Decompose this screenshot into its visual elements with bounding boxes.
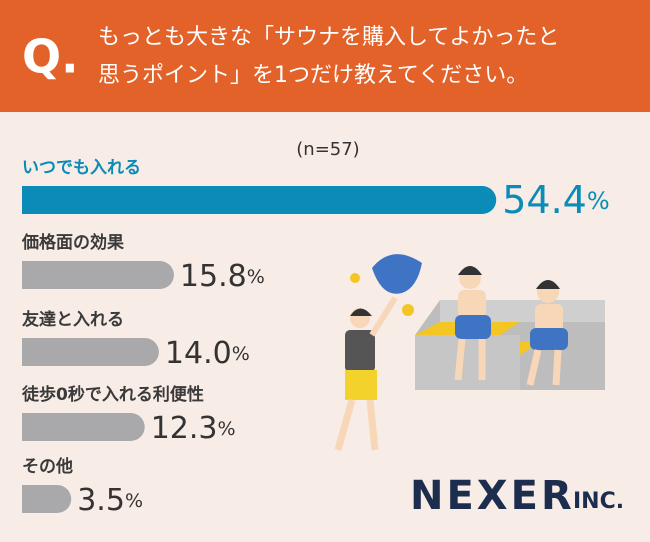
- logo-suffix: INC.: [573, 489, 624, 514]
- sample-size: (n=57): [296, 139, 359, 160]
- bar: [22, 485, 72, 513]
- q-mark: Q.: [22, 30, 79, 84]
- illustration: [334, 254, 605, 451]
- category-label: 友達と入れる: [22, 309, 124, 330]
- value-label: 14.0%: [165, 336, 250, 371]
- value-label: 15.8%: [180, 259, 265, 294]
- question-line: もっとも大きな「サウナを購入してよかったと: [98, 25, 559, 50]
- logo: NEXER: [410, 473, 575, 519]
- value-label: 12.3%: [151, 411, 236, 446]
- bar: [22, 261, 174, 289]
- question-line: 思うポイント」を1つだけ教えてください。: [98, 63, 528, 88]
- category-label: 価格面の効果: [21, 232, 124, 253]
- bar: [22, 338, 159, 366]
- value-label: 3.5%: [77, 483, 143, 518]
- bar: [22, 186, 497, 215]
- value-label: 54.4%: [502, 178, 609, 222]
- category-label: その他: [22, 456, 73, 477]
- header: [0, 0, 650, 112]
- bar: [22, 413, 145, 441]
- category-label: いつでも入れる: [22, 158, 141, 178]
- category-label: 徒歩0秒で入れる利便性: [21, 384, 204, 405]
